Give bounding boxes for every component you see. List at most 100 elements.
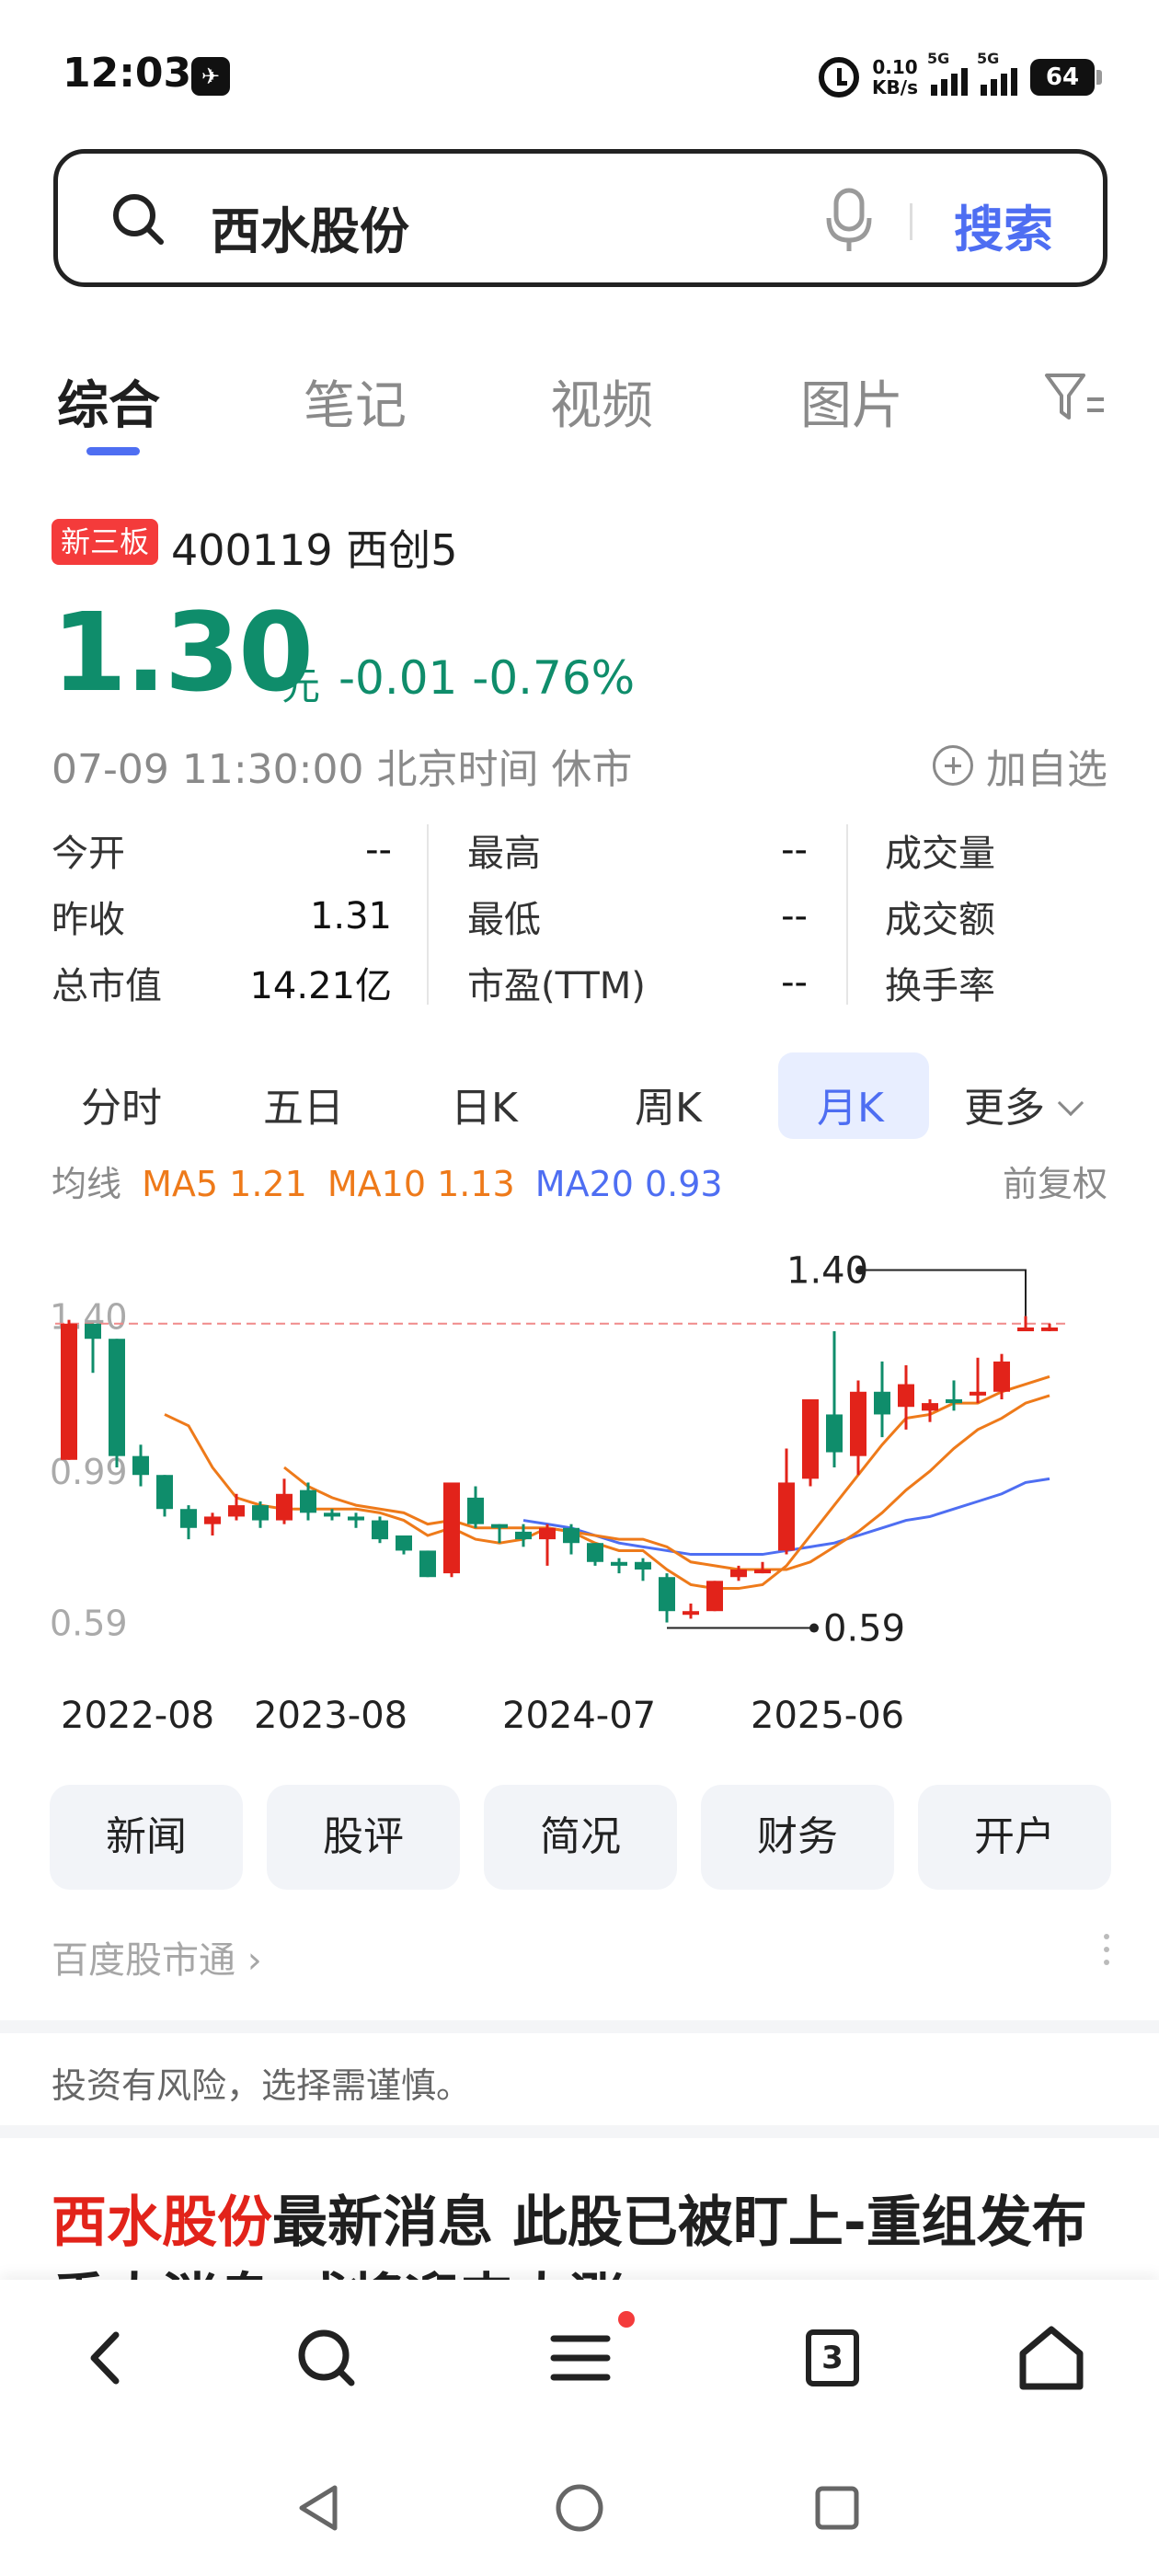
quick-buttons: 新闻 股评 简况 财务 开户 [50, 1785, 1111, 1890]
x-tick-label: 2024-07 [502, 1695, 657, 1737]
chevron-down-icon [1057, 1089, 1084, 1117]
add-watchlist-label: 加自选 [986, 746, 1107, 793]
period-tab-weekly[interactable]: 周K [635, 1085, 702, 1132]
price-unit: 元 [281, 663, 321, 708]
candle-up [730, 1570, 747, 1578]
tab-notes[interactable]: 笔记 [304, 376, 407, 436]
price-change: -0.01 -0.76% [339, 651, 635, 705]
candle-down [826, 1414, 843, 1453]
max-marker-dot [855, 1265, 865, 1275]
quote-timestamp: 07-09 11:30:00 北京时间 休市 [52, 746, 633, 793]
tabs-icon[interactable]: 3 [791, 2317, 874, 2399]
home-icon[interactable] [1010, 2317, 1093, 2399]
system-back-icon[interactable] [293, 2480, 348, 2536]
add-watchlist-button[interactable]: 加自选 [933, 736, 1107, 795]
source-link[interactable]: 百度股市通 › [52, 1930, 262, 1984]
stock-price: 1.30 [52, 589, 314, 716]
back-icon[interactable] [66, 2317, 149, 2399]
period-tab-daily[interactable]: 日K [451, 1085, 518, 1132]
metric-label: 最低 [467, 899, 541, 941]
y-tick-label: 0.59 [50, 1604, 128, 1644]
metric-value: -- [365, 829, 392, 871]
system-recents-icon[interactable] [809, 2480, 865, 2536]
candle-up [228, 1505, 245, 1517]
candle-down [491, 1524, 508, 1528]
search-button[interactable]: 搜索 [954, 201, 1053, 259]
signal-icon: 5G [927, 50, 968, 96]
menu-icon[interactable] [539, 2317, 622, 2399]
status-indicators: 0.10 KB/s 5G 5G 64 [819, 50, 1102, 103]
period-tab-more[interactable]: 更多 [964, 1075, 1084, 1133]
metric-label: 今开 [52, 833, 125, 875]
candle-up [754, 1570, 771, 1574]
candle-down [611, 1561, 627, 1566]
more-options-icon[interactable] [1104, 1934, 1111, 1971]
candle-up [993, 1361, 1010, 1392]
candle-up [898, 1384, 914, 1408]
metric-value: -- [781, 829, 808, 871]
min-marker-label: 0.59 [823, 1608, 905, 1650]
tab-all[interactable]: 综合 [57, 376, 160, 436]
news-button[interactable]: 新闻 [50, 1785, 243, 1890]
ma-legend: 均线 MA5 1.21 MA10 1.13 MA20 0.93 [52, 1156, 732, 1206]
candle-down [515, 1531, 532, 1540]
max-marker-line [860, 1269, 1027, 1317]
signal-2-label: 5G [977, 50, 1000, 67]
candle-down [85, 1323, 101, 1340]
open-account-button[interactable]: 开户 [918, 1785, 1111, 1890]
active-tab-indicator [86, 447, 140, 455]
ma20-legend: MA20 0.93 [534, 1164, 723, 1204]
system-home-icon[interactable] [552, 2480, 607, 2536]
ma5-legend: MA5 1.21 [142, 1164, 307, 1204]
system-navigation [0, 2453, 1159, 2576]
candle-up [850, 1391, 866, 1456]
metric-value: -- [781, 961, 808, 1004]
candle-up [706, 1581, 723, 1612]
status-time: 12:03 [63, 50, 192, 97]
notification-dot [618, 2311, 635, 2328]
candle-up [443, 1482, 460, 1574]
search-bar[interactable]: 西水股份 搜索 [53, 149, 1107, 287]
finance-button[interactable]: 财务 [701, 1785, 894, 1890]
section-separator [0, 2020, 1159, 2033]
candle-down [300, 1489, 316, 1513]
candle-up [802, 1399, 819, 1479]
candle-down [396, 1535, 412, 1551]
metric-value: 1.31 [309, 895, 392, 937]
period-tab-monthly[interactable]: 月K [817, 1085, 884, 1132]
metric-value: -- [781, 895, 808, 937]
ma10-legend: MA10 1.13 [327, 1164, 515, 1204]
metrics-column: 最高 -- 最低 -- 市盈(TTM) -- [467, 817, 808, 1019]
search-divider [910, 203, 912, 240]
ma10-line [283, 1394, 1050, 1571]
adjustment-toggle[interactable]: 前复权 [1002, 1164, 1107, 1204]
tab-images[interactable]: 图片 [800, 376, 903, 436]
period-tab-5day[interactable]: 五日 [263, 1085, 344, 1132]
metric-label: 成交额 [885, 899, 995, 941]
risk-notice: 投资有风险，选择需谨慎。 [52, 2065, 472, 2106]
profile-button[interactable]: 简况 [484, 1785, 677, 1890]
comments-button[interactable]: 股评 [267, 1785, 460, 1890]
network-speed-unit: KB/s [872, 76, 918, 98]
candle-down [132, 1455, 149, 1476]
metric-value: 14.21亿 [249, 965, 392, 1007]
search-icon[interactable] [285, 2317, 368, 2399]
tab-videos[interactable]: 视频 [550, 376, 653, 436]
period-tab-intraday[interactable]: 分时 [81, 1085, 162, 1132]
microphone-icon[interactable] [823, 187, 875, 253]
metrics-column: 成交量 成交额 换手率 [885, 817, 1115, 1019]
min-marker-dot [809, 1623, 819, 1633]
result-tabs: 综合 笔记 视频 图片 [0, 364, 1159, 466]
x-tick-label: 2023-08 [254, 1695, 408, 1737]
filter-icon[interactable] [1043, 368, 1107, 427]
candle-up [539, 1527, 556, 1540]
candle-down [587, 1543, 603, 1562]
news-headline[interactable]: 西水股份最新消息 此股已被盯上-重组发布重大消息,或将迎来大涨 [52, 2184, 1109, 2304]
section-separator [0, 2125, 1159, 2138]
stock-code-name[interactable]: 400119 西创5 [171, 525, 458, 575]
kline-chart[interactable]: 1.400.990.591.400.59 [46, 1233, 1113, 1748]
search-input[interactable]: 西水股份 [211, 202, 409, 260]
metric-label: 换手率 [885, 965, 995, 1007]
candle-down [563, 1527, 580, 1544]
candle-up [1017, 1327, 1034, 1331]
